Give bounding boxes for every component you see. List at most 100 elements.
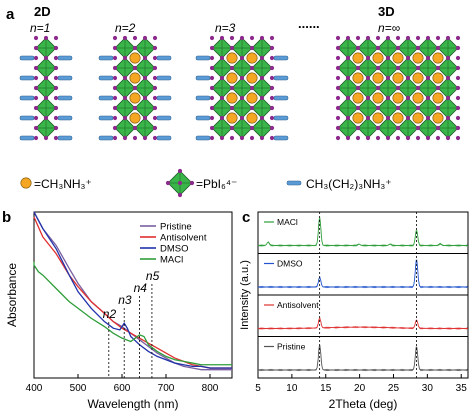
iodide-dot-icon: [259, 55, 265, 61]
iodide-dot-icon: [152, 125, 158, 131]
iodide-dot-icon: [112, 65, 118, 71]
iodide-dot-icon: [219, 115, 225, 121]
iodide-dot-icon: [33, 125, 39, 131]
iodide-dot-icon: [219, 95, 225, 101]
iodide-dot-icon: [345, 115, 351, 121]
iodide-dot-icon: [375, 35, 381, 41]
iodide-dot-icon: [53, 115, 59, 121]
annotation-label: n5: [146, 269, 160, 283]
iodide-dot-icon: [455, 95, 461, 101]
iodide-dot-icon: [152, 95, 158, 101]
annotation-label: n3: [118, 293, 132, 307]
cation-icon: [372, 92, 384, 104]
iodide-dot-icon: [33, 135, 39, 141]
x-tick-label: 600: [114, 383, 131, 394]
iodide-dot-icon: [142, 55, 148, 61]
iodide-dot-icon: [269, 55, 275, 61]
octahedron-icon: [35, 57, 57, 79]
iodide-dot-icon: [132, 35, 138, 41]
spacer-icon: [273, 115, 289, 121]
iodide-dot-icon: [53, 135, 59, 141]
iodide-dot-icon: [425, 35, 431, 41]
spacer-icon: [273, 95, 289, 101]
iodide-dot-icon: [53, 125, 59, 131]
iodide-dot-icon: [269, 35, 275, 41]
iodide-dot-icon: [249, 105, 255, 111]
iodide-dot-icon: [375, 45, 381, 51]
spacer-icon: [156, 115, 172, 121]
iodide-dot-icon: [375, 135, 381, 141]
iodide-dot-icon: [43, 95, 49, 101]
spacer-icon: [98, 55, 114, 61]
iodide-dot-icon: [219, 135, 225, 141]
iodide-dot-icon: [132, 85, 138, 91]
dots-label: ......: [298, 16, 320, 31]
iodide-dot-icon: [249, 45, 255, 51]
cation-icon: [372, 112, 384, 124]
x-tick-label: 15: [320, 383, 332, 394]
cation-icon: [226, 52, 238, 64]
iodide-dot-icon: [112, 135, 118, 141]
iodide-dot-icon: [345, 135, 351, 141]
cation-icon: [432, 52, 444, 64]
iodide-dot-icon: [209, 45, 215, 51]
iodide-dot-icon: [269, 75, 275, 81]
iodide-dot-icon: [152, 65, 158, 71]
iodide-dot-icon: [249, 85, 255, 91]
iodide-dot-icon: [209, 85, 215, 91]
xrd-pattern: [257, 344, 469, 372]
iodide-dot-icon: [385, 55, 391, 61]
octahedron-icon: [35, 97, 57, 119]
spacer-icon: [195, 95, 211, 101]
iodide-dot-icon: [142, 115, 148, 121]
cation-icon: [246, 92, 258, 104]
iodide-dot-icon: [445, 75, 451, 81]
spacer-icon: [57, 95, 73, 101]
octahedron-icon: [337, 97, 359, 119]
octahedron-icon: [35, 77, 57, 99]
iodide-dot-icon: [335, 45, 341, 51]
spacer-icon: [57, 135, 73, 141]
iodide-dot-icon: [375, 85, 381, 91]
iodide-dot-icon: [112, 35, 118, 41]
iodide-dot-icon: [53, 45, 59, 51]
iodide-dot-icon: [33, 95, 39, 101]
iodide-dot-icon: [177, 180, 183, 186]
label-2d: 2D: [34, 4, 51, 19]
iodide-dot-icon: [132, 45, 138, 51]
n-label: n=3: [215, 21, 236, 35]
iodide-dot-icon: [165, 180, 171, 186]
cation-icon: [392, 72, 404, 84]
x-tick-label: 500: [70, 383, 87, 394]
xrd-pattern: [257, 259, 469, 289]
iodide-dot-icon: [152, 115, 158, 121]
iodide-dot-icon: [259, 75, 265, 81]
iodide-dot-icon: [249, 35, 255, 41]
iodide-dot-icon: [239, 75, 245, 81]
label-3d: 3D: [378, 4, 395, 19]
cation-icon: [372, 52, 384, 64]
iodide-dot-icon: [259, 115, 265, 121]
n-label: n=2: [115, 21, 136, 35]
iodide-dot-icon: [229, 65, 235, 71]
n-label: n=∞: [378, 21, 401, 35]
spacer-icon: [98, 135, 114, 141]
spacer-icon: [19, 95, 35, 101]
iodide-dot-icon: [219, 75, 225, 81]
octahedron-icon: [35, 37, 57, 59]
spacer-icon: [57, 75, 73, 81]
x-tick-label: 30: [422, 383, 434, 394]
spacer-icon: [57, 55, 73, 61]
x-tick-label: 10: [286, 383, 298, 394]
iodide-dot-icon: [112, 45, 118, 51]
iodide-dot-icon: [229, 105, 235, 111]
iodide-dot-icon: [405, 35, 411, 41]
iodide-dot-icon: [209, 125, 215, 131]
spacer-icon: [98, 95, 114, 101]
octahedron-icon: [251, 77, 273, 99]
iodide-dot-icon: [395, 135, 401, 141]
iodide-dot-icon: [112, 55, 118, 61]
iodide-dot-icon: [33, 75, 39, 81]
iodide-dot-icon: [445, 135, 451, 141]
iodide-dot-icon: [365, 55, 371, 61]
